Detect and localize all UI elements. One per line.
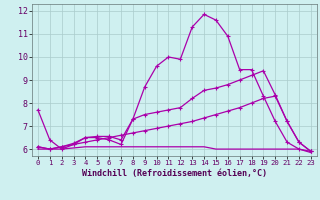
X-axis label: Windchill (Refroidissement éolien,°C): Windchill (Refroidissement éolien,°C) <box>82 169 267 178</box>
